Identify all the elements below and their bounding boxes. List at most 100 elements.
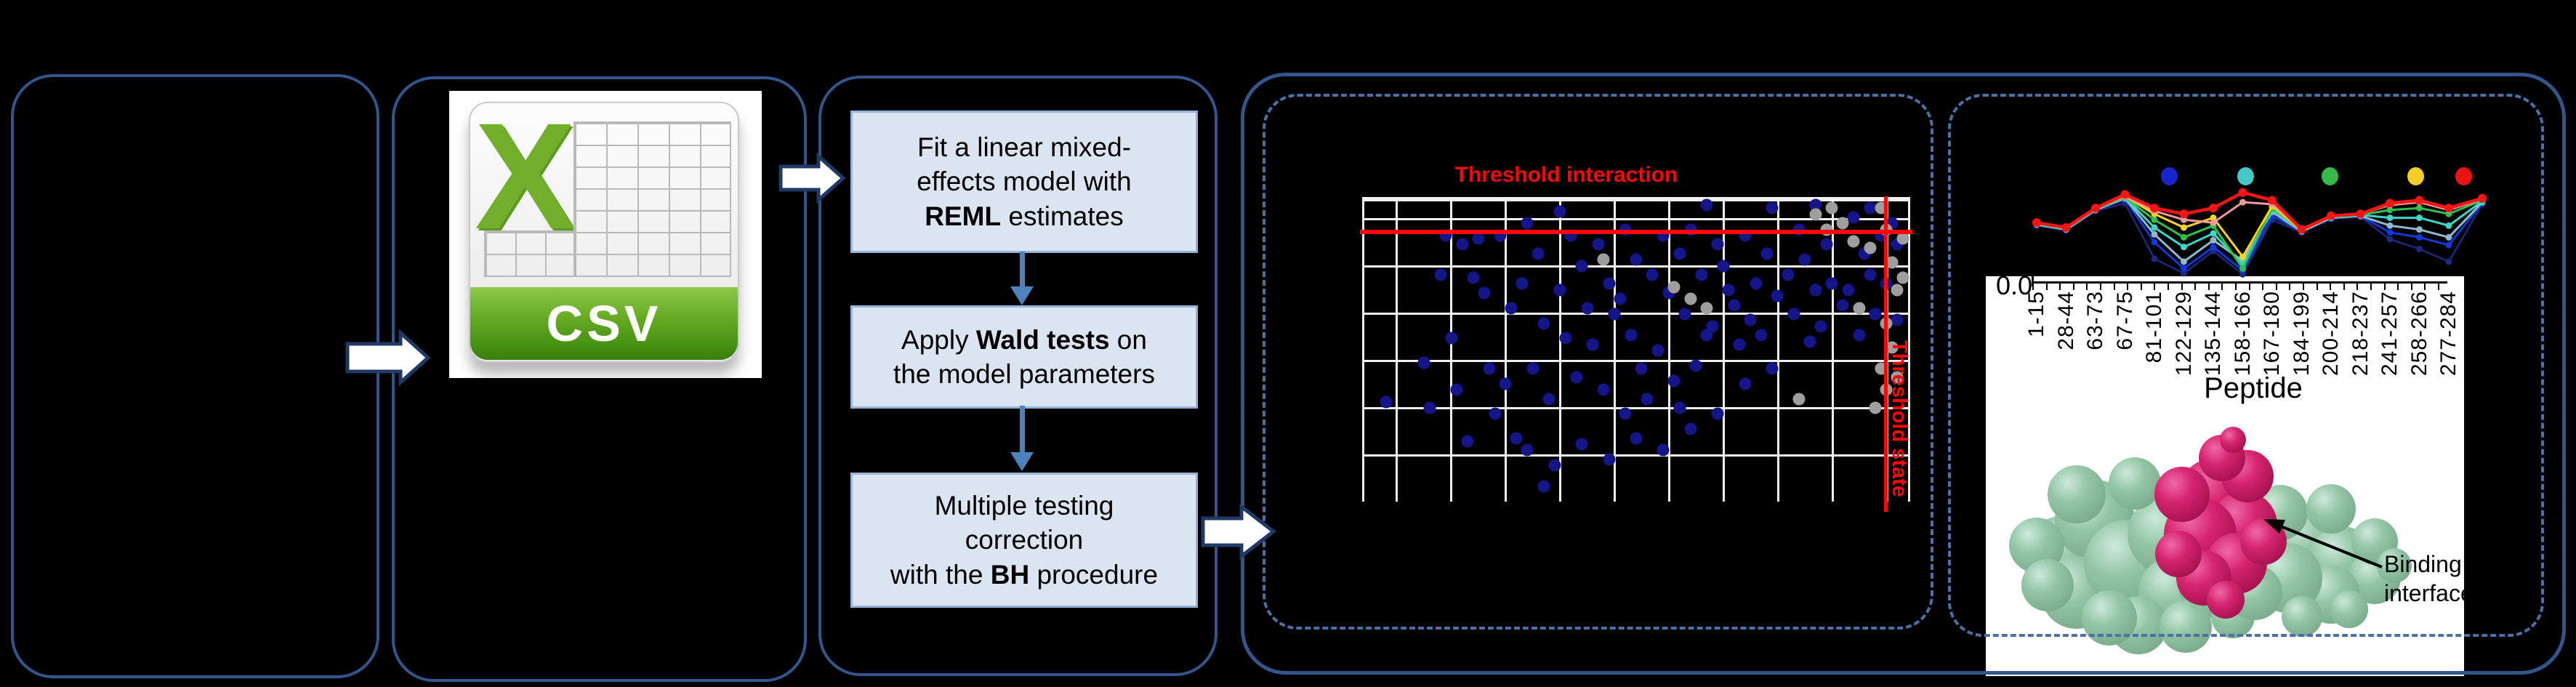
csv-image-background: X CSV — [449, 91, 762, 378]
axis-tick — [2072, 284, 2074, 290]
axis-tick — [2248, 284, 2250, 290]
binding-interface-annotation: interface — [2384, 580, 2464, 606]
scatter-point — [1689, 359, 1702, 372]
scatter-point — [1483, 362, 1496, 375]
axis-tick — [2221, 284, 2223, 290]
scatter-point — [1597, 383, 1610, 396]
uptake-marker — [2444, 204, 2453, 213]
scatter-point — [1597, 253, 1610, 266]
scatter-point — [1581, 302, 1594, 315]
scatter-point — [1570, 371, 1583, 384]
scatter-point — [1825, 201, 1838, 214]
axis-tick — [2045, 284, 2048, 290]
right-block-arrow-icon — [1201, 502, 1277, 561]
uptake-series-navy — [2036, 202, 2484, 276]
scatter-point — [1733, 338, 1746, 351]
legend-dot — [2455, 167, 2472, 185]
pipeline-step-label: Apply Wald tests on the model parameters — [893, 324, 1155, 389]
scatter-point — [1717, 260, 1730, 273]
scatter-point — [1499, 377, 1512, 390]
axis-tick — [2303, 284, 2304, 290]
scatter-point — [1417, 356, 1430, 369]
scatter-point — [1798, 253, 1811, 266]
axis-tick — [2356, 284, 2359, 290]
axis-tick — [2181, 284, 2183, 290]
scatter-point — [1853, 302, 1866, 315]
uptake-marker — [2151, 238, 2158, 246]
scatter-point — [1445, 332, 1458, 345]
panel-csv-export — [392, 76, 807, 682]
scatter-point — [1700, 302, 1713, 315]
uptake-marker — [2386, 214, 2394, 222]
uptake-marker — [2415, 196, 2424, 205]
uptake-line-chart — [2032, 188, 2487, 278]
legend-dot — [2237, 167, 2254, 185]
scatter-point — [1630, 432, 1643, 445]
uptake-marker — [2151, 230, 2158, 238]
scatter-point — [1489, 407, 1502, 420]
scatter-point — [1875, 201, 1888, 214]
axis-tick — [2316, 284, 2318, 290]
axis-tick — [2235, 284, 2237, 290]
scatter-point — [1667, 281, 1681, 294]
csv-banner: CSV — [470, 287, 738, 360]
uptake-marker — [2181, 224, 2187, 231]
scatter-point — [1700, 198, 1713, 212]
scatter-point — [1673, 401, 1686, 414]
binding-interface-arrow-icon — [2263, 519, 2383, 569]
uptake-marker — [2181, 265, 2187, 272]
scatter-point — [1657, 443, 1670, 457]
uptake-marker — [2120, 190, 2130, 199]
pipeline-step-fit-model: Fit a linear mixed- effects model with R… — [850, 111, 1198, 253]
uptake-marker — [2416, 214, 2423, 222]
scatter-point — [1755, 329, 1768, 342]
scatter-point — [1864, 268, 1877, 281]
scatter-point — [1667, 374, 1681, 387]
scatter-point — [1380, 395, 1393, 409]
axis-tick — [2154, 284, 2156, 290]
scatter-point — [1836, 217, 1849, 230]
scatter-point — [1814, 320, 1827, 333]
scatter-point — [1842, 284, 1855, 297]
scatter-point — [1739, 377, 1752, 390]
uptake-marker — [2239, 253, 2246, 260]
scatter-point — [1434, 268, 1447, 281]
axis-tick — [2168, 284, 2169, 290]
uptake-marker — [2181, 244, 2187, 251]
uptake-marker — [2151, 224, 2158, 231]
scatter-point — [1553, 284, 1566, 297]
axis-tick — [2113, 284, 2115, 290]
scatter-point — [1766, 201, 1779, 214]
scatter-point — [1461, 435, 1474, 448]
scatter-point — [1722, 284, 1735, 297]
uptake-legend — [2152, 166, 2493, 188]
scatter-point — [1651, 344, 1665, 357]
scatter-point — [1825, 277, 1838, 290]
threshold-state-label: Threshold state — [1888, 340, 1911, 497]
uptake-marker — [2268, 196, 2277, 205]
scatter-point — [1853, 329, 1866, 342]
axis-tick — [2100, 284, 2101, 290]
pipeline-step-bh-correction: Multiple testing correction with the BH … — [850, 473, 1198, 608]
scatter-point — [1885, 341, 1899, 354]
x-axis-line — [2032, 281, 2447, 284]
right-block-arrow-icon — [778, 152, 846, 204]
scatter-point — [1467, 271, 1480, 284]
pipeline-step-label: Multiple testing correction with the BH … — [890, 490, 1159, 590]
pipeline-step-wald-tests: Apply Wald tests on the model parameters — [850, 305, 1198, 409]
scatter-point — [1456, 238, 1469, 251]
scatter-point — [1537, 480, 1550, 493]
uptake-marker — [2416, 204, 2423, 212]
uptake-marker — [2356, 209, 2365, 219]
scatter-point — [1603, 277, 1616, 290]
scatter-point — [1619, 407, 1632, 420]
legend-dot — [2407, 167, 2424, 185]
uptake-marker — [2416, 226, 2423, 233]
scatter-point — [1630, 253, 1643, 266]
scatter-point — [1885, 256, 1899, 269]
scatter-point — [1864, 201, 1877, 214]
scatter-point — [1896, 232, 1909, 245]
scatter-point — [1505, 302, 1518, 315]
scatter-point — [1782, 268, 1795, 281]
axis-tick — [2194, 284, 2197, 290]
